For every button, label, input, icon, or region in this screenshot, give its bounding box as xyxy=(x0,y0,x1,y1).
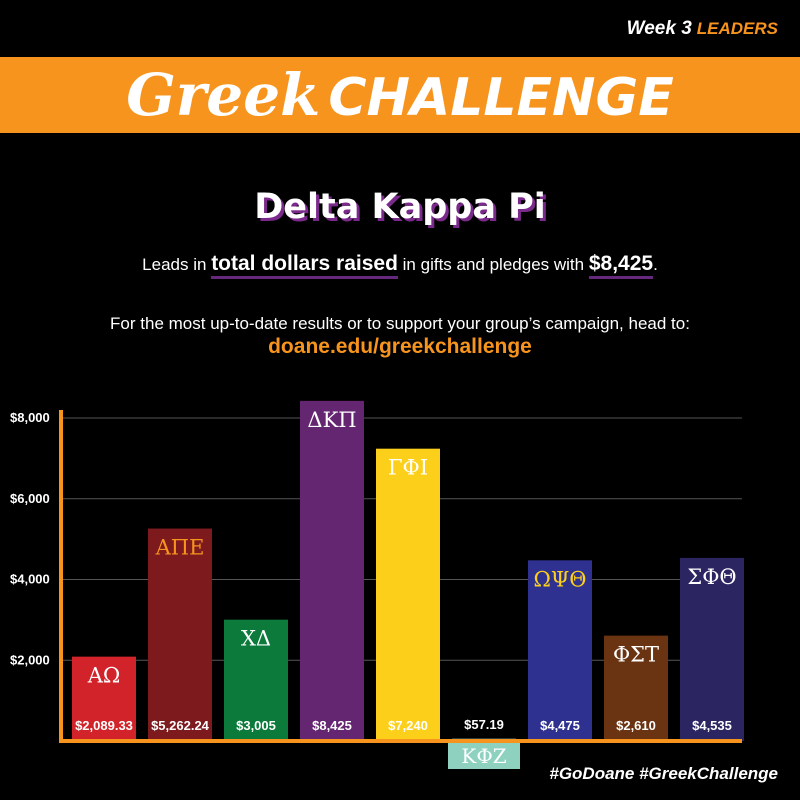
leads-amount: $8,425 xyxy=(588,252,654,279)
value-label: $8,425 xyxy=(312,718,352,733)
hashtags: #GoDoane #GreekChallenge xyxy=(549,764,778,783)
category-label: ΔΚΠ xyxy=(307,408,356,432)
week-number: Week 3 xyxy=(626,18,692,39)
bar xyxy=(528,560,592,741)
title-script: Greek xyxy=(126,61,321,129)
value-label: $2,610 xyxy=(616,718,656,733)
value-label: $4,535 xyxy=(692,718,732,733)
category-chip xyxy=(448,743,520,769)
category-label: ΑΩ xyxy=(87,664,121,688)
title-caps: CHALLENGE xyxy=(328,68,674,128)
title-banner xyxy=(0,57,800,133)
value-label: $4,475 xyxy=(540,718,580,733)
leads-middle: in gifts and pledges with xyxy=(402,255,585,274)
y-tick-label: $2,000 xyxy=(10,652,50,667)
leads-end: . xyxy=(653,255,658,274)
bar-chart: $2,000 $4,000 $6,000 $8,000 ΑΩ $2,089.33 ΑΠΕ $5… xyxy=(10,400,744,769)
category-label: ΚΦΖ xyxy=(461,744,506,768)
campaign-link[interactable]: doane.edu/greekchallenge xyxy=(268,335,532,358)
leader-name: Delta Kappa Pi xyxy=(254,187,546,227)
category-label: ΧΔ xyxy=(241,627,271,651)
bar xyxy=(72,656,136,741)
y-tick-label: $8,000 xyxy=(10,410,50,425)
category-label: ΣΦΘ xyxy=(687,565,736,589)
y-tick-label: $6,000 xyxy=(10,491,50,506)
category-label: ΓΦΙ xyxy=(388,456,428,480)
bar xyxy=(604,635,668,741)
leads-sentence: Leads in total dollars raised in gifts a… xyxy=(0,252,800,279)
category-label: ΦΣΤ xyxy=(613,643,659,667)
bar xyxy=(680,557,744,741)
category-label: ΑΠΕ xyxy=(155,536,205,560)
value-label: $5,262.24 xyxy=(151,718,210,733)
bar xyxy=(376,448,440,741)
leads-prefix: Leads in xyxy=(142,255,207,274)
bar xyxy=(224,619,288,741)
banner-title: Greek CHALLENGE xyxy=(0,57,800,133)
leads-emphasis: total dollars raised xyxy=(211,252,398,279)
value-label: $57.19 xyxy=(464,717,504,732)
leaders-label: LEADERS xyxy=(696,19,778,38)
bar xyxy=(148,528,212,741)
week-label: Week 3 LEADERS xyxy=(627,18,778,40)
y-tick-label: $4,000 xyxy=(10,572,50,587)
info-text: For the most up-to-date results or to su… xyxy=(110,314,690,333)
bar xyxy=(300,400,364,741)
value-label: $2,089.33 xyxy=(75,718,133,733)
category-label: ΩΨΘ xyxy=(533,567,586,591)
value-label: $7,240 xyxy=(388,718,428,733)
value-label: $3,005 xyxy=(236,718,276,733)
